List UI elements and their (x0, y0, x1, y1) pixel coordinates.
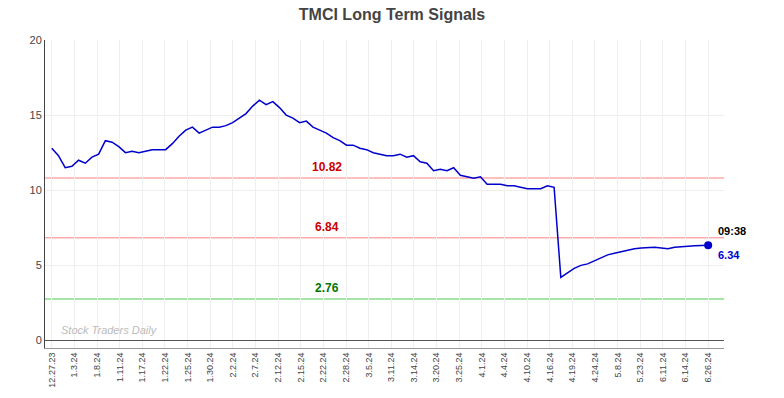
svg-text:5.8.24: 5.8.24 (613, 353, 623, 378)
svg-text:5.23.24: 5.23.24 (635, 353, 645, 383)
svg-text:1.3.24: 1.3.24 (69, 353, 79, 378)
svg-text:TMCI Long Term Signals: TMCI Long Term Signals (299, 6, 485, 23)
svg-text:6.11.24: 6.11.24 (658, 353, 668, 382)
svg-text:20: 20 (30, 34, 42, 46)
svg-text:2.15.24: 2.15.24 (296, 353, 306, 383)
svg-text:6.84: 6.84 (315, 220, 339, 234)
svg-text:3.14.24: 3.14.24 (409, 353, 419, 383)
svg-text:6.34: 6.34 (718, 249, 740, 261)
svg-text:4.16.24: 4.16.24 (545, 353, 555, 383)
svg-text:1.30.24: 1.30.24 (205, 353, 215, 383)
svg-text:4.4.24: 4.4.24 (499, 353, 509, 378)
svg-text:4.19.24: 4.19.24 (567, 353, 577, 383)
svg-text:2.76: 2.76 (315, 281, 339, 295)
svg-text:2.7.24: 2.7.24 (250, 353, 260, 378)
svg-text:4.1.24: 4.1.24 (477, 353, 487, 378)
svg-text:3.11.24: 3.11.24 (386, 353, 396, 382)
svg-text:4.24.24: 4.24.24 (590, 353, 600, 383)
svg-text:Stock Traders Daily: Stock Traders Daily (61, 324, 158, 336)
svg-text:3.5.24: 3.5.24 (364, 353, 374, 378)
svg-text:12.27.23: 12.27.23 (47, 353, 57, 388)
svg-text:15: 15 (30, 109, 42, 121)
svg-text:10.82: 10.82 (312, 160, 342, 174)
svg-text:3.25.24: 3.25.24 (454, 353, 464, 383)
svg-text:1.17.24: 1.17.24 (137, 353, 147, 383)
svg-text:2.22.24: 2.22.24 (318, 353, 328, 383)
svg-text:1.22.24: 1.22.24 (160, 353, 170, 383)
svg-text:3.20.24: 3.20.24 (431, 353, 441, 383)
svg-text:4.10.24: 4.10.24 (522, 353, 532, 383)
svg-text:2.28.24: 2.28.24 (341, 353, 351, 383)
svg-text:1.25.24: 1.25.24 (183, 353, 193, 383)
svg-text:1.8.24: 1.8.24 (92, 353, 102, 378)
svg-text:6.26.24: 6.26.24 (703, 353, 713, 383)
svg-text:2.2.24: 2.2.24 (228, 353, 238, 378)
svg-text:10: 10 (30, 184, 42, 196)
svg-text:5: 5 (36, 259, 42, 271)
svg-text:6.14.24: 6.14.24 (680, 353, 690, 383)
svg-text:0: 0 (36, 334, 42, 346)
svg-text:09:38: 09:38 (718, 225, 746, 237)
svg-text:1.11.24: 1.11.24 (115, 353, 125, 382)
svg-text:2.12.24: 2.12.24 (273, 353, 283, 383)
